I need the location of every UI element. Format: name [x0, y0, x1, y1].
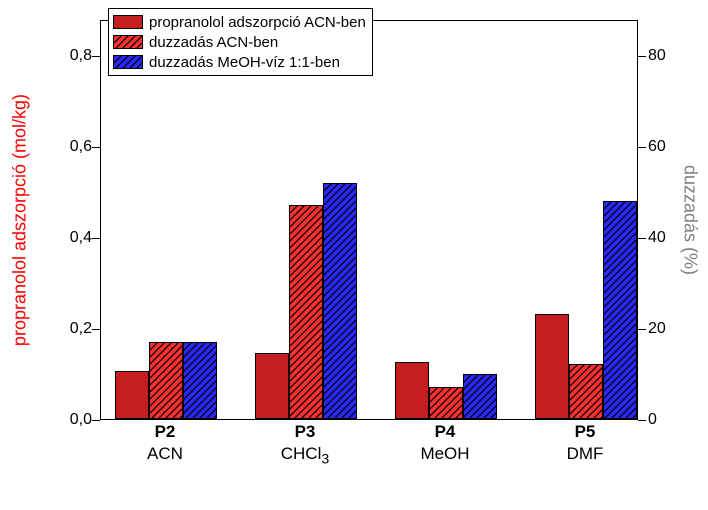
bar-swell_acn [149, 342, 183, 419]
bar-ads [535, 314, 569, 419]
y-left-axis-label: propranolol adszorpció (mol/kg) [10, 94, 31, 346]
y-right-axis-label: duzzadás (%) [680, 165, 701, 275]
bar-swell_acn [429, 387, 463, 419]
group-name: P3 [255, 422, 355, 442]
y-left-tick-label: 0,6 [70, 138, 92, 156]
bar-swell_acn [569, 364, 603, 419]
y-left-tick-label: 0,4 [70, 229, 92, 247]
legend-label: duzzadás ACN-ben [149, 34, 278, 51]
legend-swatch-swell-meoh [113, 55, 143, 69]
group-solvent: DMF [535, 444, 635, 464]
bar-ads [395, 362, 429, 419]
bar-swell_acn [289, 205, 323, 419]
y-right-tick [638, 147, 646, 148]
bar-ads [255, 353, 289, 419]
legend-row: duzzadás ACN-ben [113, 32, 366, 52]
y-right-tick-label: 0 [648, 411, 657, 429]
legend-label: duzzadás MeOH-víz 1:1-ben [149, 54, 340, 71]
y-left-tick-label: 0,8 [70, 47, 92, 65]
chart-container: propranolol adszorpció ACN-ben duzzadás … [0, 0, 708, 510]
legend-label: propranolol adszorpció ACN-ben [149, 14, 366, 31]
y-right-tick-label: 40 [648, 229, 666, 247]
y-right-tick [638, 56, 646, 57]
legend: propranolol adszorpció ACN-ben duzzadás … [108, 8, 373, 76]
bar-ads [115, 371, 149, 419]
group-solvent: ACN [115, 444, 215, 464]
y-left-tick [92, 56, 100, 57]
group-solvent: MeOH [395, 444, 495, 464]
legend-row: propranolol adszorpció ACN-ben [113, 12, 366, 32]
plot-area [100, 20, 638, 420]
x-group-label: P2ACN [115, 422, 215, 464]
legend-swatch-ads [113, 15, 143, 29]
y-right-tick [638, 238, 646, 239]
bar-swell_meoh [603, 201, 637, 419]
group-name: P5 [535, 422, 635, 442]
y-right-tick-label: 80 [648, 47, 666, 65]
x-group-label: P4MeOH [395, 422, 495, 464]
y-right-tick-label: 20 [648, 320, 666, 338]
y-right-tick [638, 420, 646, 421]
x-group-label: P5DMF [535, 422, 635, 464]
x-group-label: P3CHCl3 [255, 422, 355, 467]
y-right-tick-label: 60 [648, 138, 666, 156]
y-left-tick-label: 0,2 [70, 320, 92, 338]
bar-swell_meoh [183, 342, 217, 419]
group-solvent: CHCl3 [255, 444, 355, 467]
y-left-tick [92, 329, 100, 330]
y-right-tick [638, 329, 646, 330]
y-left-tick [92, 147, 100, 148]
y-left-tick [92, 238, 100, 239]
bar-swell_meoh [323, 183, 357, 419]
y-left-tick [92, 420, 100, 421]
bar-swell_meoh [463, 374, 497, 419]
group-name: P4 [395, 422, 495, 442]
legend-row: duzzadás MeOH-víz 1:1-ben [113, 52, 366, 72]
y-left-tick-label: 0,0 [70, 411, 92, 429]
legend-swatch-swell-acn [113, 35, 143, 49]
group-name: P2 [115, 422, 215, 442]
